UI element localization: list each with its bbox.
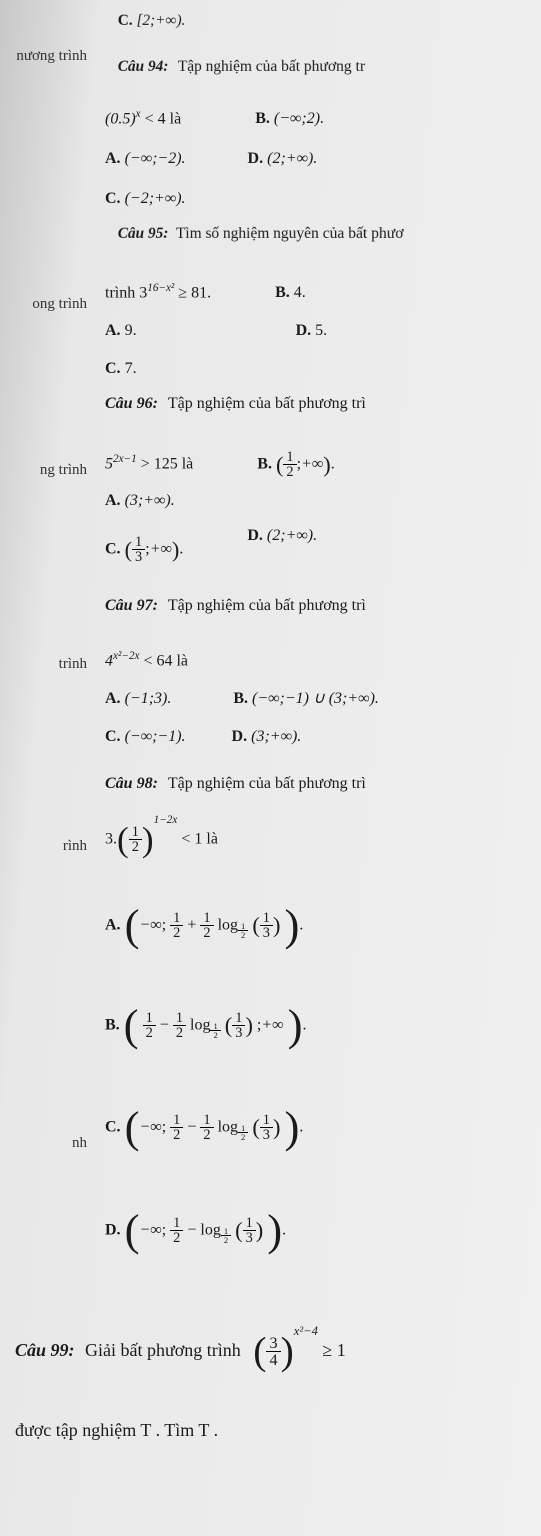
q94-AD: A. (−∞;−2). D. (2;+∞).	[105, 150, 541, 168]
left-label-96: ng trình	[0, 462, 95, 479]
q96-CD: C. (13;+∞). D. (2;+∞).	[105, 535, 541, 565]
q97-label: Câu 97: Tập nghiệm của bất phương trì	[105, 597, 541, 615]
q95-eq: trình 316−x² ≥ 81. B. 4.	[105, 282, 541, 302]
q94-label: Câu 94: Tập nghiệm của bất phương tr	[118, 58, 541, 76]
q93-optC: C. [2;+∞).	[118, 12, 541, 30]
q98-label: Câu 98: Tập nghiệm của bất phương trì	[105, 775, 541, 793]
q96-A: A. (3;+∞).	[105, 492, 541, 510]
q98-D: D. (−∞; 12 − log12 (13) ).	[105, 1215, 541, 1246]
q96-eqB: 52x−1 > 125 là B. (12;+∞).	[105, 450, 541, 480]
q95-AD: A. 9. D. 5.	[105, 322, 541, 340]
q95-label: Câu 95: Tìm số nghiệm nguyên của bất phư…	[118, 225, 541, 243]
q94-C: C. (−2;+∞).	[105, 190, 541, 208]
q99-line2: được tập nghiệm T . Tìm T .	[15, 1420, 541, 1441]
left-label-98: rình	[0, 838, 95, 855]
left-label-95: ong trình	[0, 296, 95, 313]
q97-eq: 4x²−2x < 64 là	[105, 650, 541, 670]
q98-eq: 3.(12)1−2x < 1 là	[105, 825, 541, 855]
q99-line1: Câu 99: Giải bất phương trình (34)x²−4 ≥…	[15, 1335, 541, 1368]
q98-A: A. (−∞; 12 + 12 log12 (13) ).	[105, 910, 541, 941]
left-label-97: trình	[0, 656, 95, 673]
q97-CD: C. (−∞;−1). D. (3;+∞).	[105, 728, 541, 746]
q96-label: Câu 96: Tập nghiệm của bất phương trì	[105, 395, 541, 413]
q97-AB: A. (−1;3). B. (−∞;−1) ∪ (3;+∞).	[105, 688, 541, 708]
q95-C: C. 7.	[105, 360, 541, 378]
left-label-98b: nh	[0, 1135, 95, 1152]
q94-eq-row: (0.5)x < 4 là B. (−∞;2).	[105, 108, 541, 128]
q98-B: B. ( 12 − 12 log12 (13) ;+∞ ).	[105, 1010, 541, 1041]
q98-C: C. (−∞; 12 − 12 log12 (13) ).	[105, 1112, 541, 1143]
left-label-93: nương trình	[0, 48, 95, 65]
